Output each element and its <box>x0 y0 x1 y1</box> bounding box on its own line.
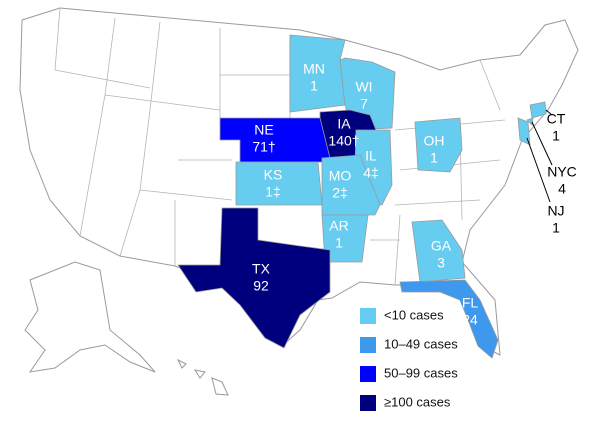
state-abbr: MO <box>329 168 352 184</box>
state-region <box>411 219 466 283</box>
legend: <10 cases 10–49 cases 50–99 cases ≥100 case… <box>360 307 458 411</box>
state-region <box>399 279 499 359</box>
legend-label: ≥100 cases <box>384 394 451 409</box>
state-count: 4 <box>558 181 566 197</box>
alaska <box>24 261 156 373</box>
state-abbr: NE <box>254 122 273 138</box>
leader-line <box>545 109 553 116</box>
state-count: 1 <box>552 220 560 236</box>
legend-label: 10–49 cases <box>384 336 458 351</box>
state-count: 71† <box>252 139 275 155</box>
state-count: 4‡ <box>363 165 379 181</box>
state-region <box>177 207 331 349</box>
state-count: 1 <box>310 78 318 94</box>
legend-label: 50–99 cases <box>384 365 458 380</box>
state-region <box>321 154 381 216</box>
legend-swatch <box>360 366 376 382</box>
legend-label: <10 cases <box>384 307 444 322</box>
states: MN1 WI7IA140†NE71†IL4‡OH1KS1‡MO2‡AR1TX92G… <box>177 34 577 359</box>
state-count: 24 <box>462 312 478 328</box>
state-count: 92 <box>253 278 269 294</box>
leader-line <box>526 137 551 203</box>
state-abbr: WI <box>355 79 372 95</box>
state-count: 2‡ <box>332 185 348 201</box>
state-region <box>526 117 534 126</box>
hawaii <box>176 358 229 396</box>
state-abbr: GA <box>431 238 452 254</box>
state-count: 140† <box>328 133 359 149</box>
state-abbr: IA <box>337 116 351 132</box>
state-region <box>321 214 369 263</box>
state-count: 3 <box>437 255 445 271</box>
legend-swatch <box>360 395 376 411</box>
state-abbr: OH <box>424 133 445 149</box>
state-count: 7 <box>360 96 368 112</box>
state-count: 1‡ <box>265 184 281 200</box>
state-abbr: MN <box>303 61 325 77</box>
state-abbr: CT <box>547 111 566 127</box>
legend-swatch <box>360 337 376 353</box>
state-region <box>529 101 547 119</box>
state-count: 1 <box>430 150 438 166</box>
state-count: 1 <box>552 128 560 144</box>
state-abbr: AR <box>329 218 348 234</box>
state-abbr: IL <box>365 148 377 164</box>
state-abbr: FL <box>462 295 479 311</box>
state-abbr: NYC <box>547 164 577 180</box>
state-region <box>414 117 463 173</box>
state-abbr: TX <box>252 261 271 277</box>
leader-line <box>531 121 553 166</box>
state-abbr: KS <box>264 167 283 183</box>
state-count: 1 <box>335 235 343 251</box>
legend-swatch <box>360 308 376 324</box>
state-abbr: NJ <box>547 203 564 219</box>
